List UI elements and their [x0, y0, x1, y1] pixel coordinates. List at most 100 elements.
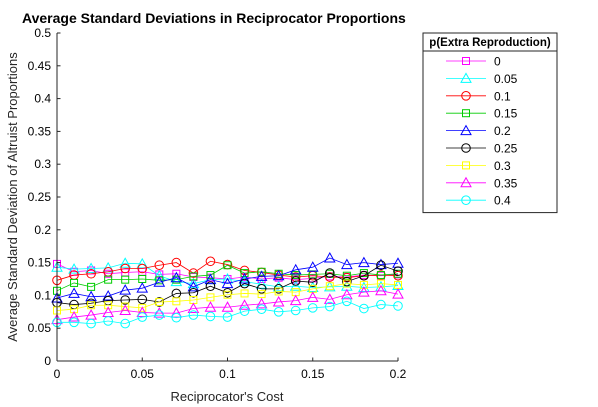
series-line — [56, 290, 399, 321]
data-point — [239, 306, 250, 316]
legend-marker — [461, 195, 471, 205]
data-point — [290, 305, 301, 316]
data-point — [85, 290, 97, 302]
data-point — [121, 302, 130, 311]
data-point — [119, 257, 132, 268]
data-point — [376, 260, 386, 271]
data-point — [393, 270, 403, 281]
data-point — [136, 306, 149, 317]
data-point — [137, 294, 148, 305]
data-point — [289, 280, 302, 291]
data-point — [188, 310, 199, 320]
legend-label: 0.4 — [494, 194, 511, 208]
data-point — [205, 281, 216, 292]
legend-label: 0 — [494, 55, 501, 69]
data-point — [69, 317, 79, 328]
x-tick-label: 0.15 — [301, 367, 325, 381]
legend-entry: 0.05 — [446, 72, 518, 86]
legend-marker — [462, 161, 470, 170]
y-tick-label: 0.4 — [34, 92, 51, 106]
data-point — [172, 297, 181, 306]
series-line — [56, 264, 399, 292]
data-point — [359, 303, 369, 314]
data-point — [325, 301, 335, 312]
data-point — [221, 272, 234, 284]
y-tick-label: 0.2 — [34, 223, 51, 237]
y-tick-label: 0.35 — [28, 124, 52, 138]
legend-marker — [462, 57, 470, 65]
data-point — [358, 286, 370, 297]
data-point — [306, 261, 319, 272]
axes: 0 0.05 0.1 0.15 0.2 0 0.05 0.1 0.15 0.2 0.25 0.3 0.3… — [28, 26, 407, 381]
x-axis-label: Reciprocator's Cost — [170, 389, 283, 404]
data-point — [136, 257, 149, 269]
data-point — [170, 271, 183, 283]
legend-label: 0.35 — [494, 176, 518, 190]
data-point — [120, 295, 130, 305]
data-point — [325, 268, 335, 278]
series-line — [56, 264, 399, 305]
data-point — [255, 270, 268, 281]
legend: p(Extra Reproduction) 0 0.05 0.1 0.15 0.2 0.25… — [422, 32, 558, 214]
legend-entry: 0.1 — [446, 89, 511, 103]
legend-label: 0.25 — [494, 142, 518, 156]
data-point — [68, 263, 80, 274]
plot-area — [57, 33, 398, 361]
data-point — [257, 290, 266, 299]
legend-box — [422, 32, 558, 214]
data-point — [87, 282, 96, 291]
data-point — [359, 280, 368, 289]
data-point — [238, 275, 251, 287]
legend-entry: 0.3 — [446, 159, 511, 173]
data-point — [272, 295, 285, 307]
data-point — [170, 275, 183, 287]
data-point — [393, 266, 403, 276]
data-point — [171, 312, 182, 323]
plot-background — [57, 33, 398, 361]
data-point — [323, 251, 336, 263]
data-point — [358, 256, 370, 268]
data-point — [289, 294, 302, 306]
data-point — [187, 277, 200, 289]
data-point — [70, 278, 79, 287]
legend-entry: 0.15 — [446, 107, 518, 121]
legend-label: 0.15 — [494, 107, 518, 121]
data-point — [238, 299, 251, 310]
data-point — [120, 318, 130, 329]
legend-label: 0.2 — [494, 124, 511, 138]
y-tick-label: 0.15 — [28, 256, 52, 270]
data-point — [222, 312, 233, 322]
data-point — [153, 276, 166, 287]
data-point — [341, 288, 353, 300]
data-point — [187, 280, 200, 292]
data-point — [273, 284, 284, 294]
series-5 — [52, 260, 403, 310]
data-point — [255, 278, 268, 289]
data-point — [205, 256, 216, 267]
series-4 — [51, 251, 404, 303]
data-point — [153, 307, 166, 318]
data-point — [342, 276, 352, 287]
data-point — [86, 268, 96, 279]
data-point — [223, 290, 232, 299]
data-point — [86, 318, 96, 329]
series-line — [56, 260, 399, 281]
data-point — [154, 310, 165, 320]
data-point — [239, 278, 250, 289]
data-point — [342, 296, 352, 307]
data-point — [205, 311, 216, 322]
data-point — [103, 316, 113, 326]
x-tick-label: 0 — [54, 367, 61, 381]
data-point — [188, 287, 199, 298]
data-point — [119, 304, 132, 315]
data-point — [240, 289, 249, 298]
data-point — [68, 287, 80, 298]
data-point — [155, 297, 164, 306]
data-point — [323, 293, 336, 304]
data-point — [289, 263, 302, 275]
y-tick-label: 0.25 — [28, 190, 52, 204]
data-point — [87, 301, 96, 310]
data-point — [307, 303, 318, 313]
x-tick-label: 0.05 — [131, 367, 155, 381]
